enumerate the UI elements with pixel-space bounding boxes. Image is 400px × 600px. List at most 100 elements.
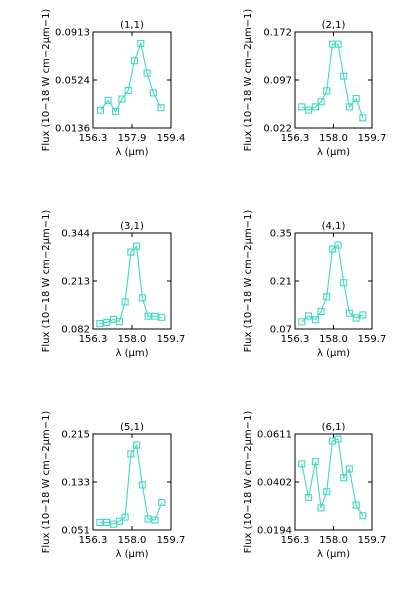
y-tick-label: 0.022 <box>263 124 292 135</box>
data-point <box>352 501 360 509</box>
x-tick-label: 159.7 <box>358 334 387 345</box>
data-point <box>158 313 166 321</box>
plot-title: (1,1) <box>120 20 144 31</box>
x-axis-label: λ (μm) <box>115 549 148 560</box>
y-tick-label: 0.213 <box>61 277 90 288</box>
data-point <box>103 318 111 326</box>
subplot-1: (1,1) 0.0136 0.0524 0.0913 156.3 157.9 159.4 λ … <box>41 9 185 158</box>
data-point <box>138 294 146 302</box>
data-point <box>298 460 306 468</box>
data-point <box>359 114 367 122</box>
data-point <box>96 319 104 328</box>
y-axis-label: Flux (10−18 W cm−2μm−1) <box>41 210 52 353</box>
data-point <box>323 488 331 496</box>
series-line <box>100 41 162 113</box>
series-line <box>99 244 162 325</box>
plot-title: (6,1) <box>322 422 346 433</box>
data-point <box>305 106 313 114</box>
data-point <box>352 95 360 103</box>
data-point <box>328 245 336 253</box>
data-point <box>124 86 132 94</box>
data-point <box>130 57 139 65</box>
data-point <box>151 312 159 320</box>
data-point <box>340 279 348 287</box>
y-tick-label: 0.21 <box>270 277 292 288</box>
data-point <box>149 89 157 97</box>
data-point <box>340 474 348 482</box>
data-point <box>317 307 325 316</box>
data-point <box>127 248 135 256</box>
y-tick-label: 0.0611 <box>257 430 292 441</box>
x-tick-label: 159.7 <box>157 334 186 345</box>
plot-title: (3,1) <box>120 221 144 232</box>
plot-title: (2,1) <box>322 20 346 31</box>
plot-title: (5,1) <box>120 422 144 433</box>
data-point <box>334 40 342 48</box>
y-axis-label: Flux (10−18 W cm−2μm−1) <box>41 9 52 152</box>
x-tick-label: 156.3 <box>79 535 108 546</box>
x-tick-label: 159.4 <box>157 133 186 144</box>
y-tick-label: 0.0524 <box>55 76 90 87</box>
y-tick-label: 0.07 <box>270 325 292 336</box>
x-tick-label: 158.0 <box>118 535 147 546</box>
y-tick-label: 0.0913 <box>55 28 90 39</box>
x-tick-label: 158.0 <box>319 535 348 546</box>
data-point <box>118 95 126 103</box>
data-point <box>345 103 353 111</box>
series-line <box>301 244 364 323</box>
data-point <box>311 316 319 324</box>
data-point <box>112 107 120 115</box>
data-point <box>305 493 313 502</box>
data-point <box>144 515 152 523</box>
x-tick-label: 158.0 <box>118 334 147 345</box>
data-point <box>298 318 306 326</box>
y-axis-label: Flux (10−18 W cm−2μm−1) <box>41 411 52 554</box>
y-tick-label: 0.215 <box>61 430 90 441</box>
x-axis-label: λ (μm) <box>115 147 148 158</box>
data-point <box>158 498 166 507</box>
x-tick-label: 156.3 <box>281 535 310 546</box>
subplot-5: (5,1) 0.051 0.133 0.215 156.3 158.0 159.7 λ (μm… <box>41 411 185 560</box>
data-point <box>138 481 146 489</box>
series-line <box>99 443 163 525</box>
subplot-3: (3,1) 0.082 0.213 0.344 156.3 158.0 159.7 λ (μm… <box>41 210 185 359</box>
x-tick-label: 156.3 <box>79 133 108 144</box>
y-tick-label: 0.344 <box>61 229 90 240</box>
data-point <box>323 293 331 301</box>
data-point <box>305 312 313 320</box>
data-point <box>127 450 135 458</box>
x-tick-label: 158.0 <box>319 334 348 345</box>
data-point <box>317 98 325 106</box>
x-tick-label: 159.7 <box>358 133 387 144</box>
x-tick-label: 158.0 <box>319 133 348 144</box>
x-axis-label: λ (μm) <box>115 348 148 359</box>
subplot-2: (2,1) 0.022 0.097 0.172 156.3 158.0 159.7 λ (μm… <box>243 9 386 158</box>
data-point <box>311 458 319 466</box>
x-axis-label: λ (μm) <box>317 549 350 560</box>
data-point <box>340 72 348 80</box>
y-tick-label: 0.051 <box>61 526 90 537</box>
plot-title: (4,1) <box>322 221 346 232</box>
data-point <box>317 504 325 512</box>
x-axis-label: λ (μm) <box>317 348 350 359</box>
x-tick-label: 159.7 <box>157 535 186 546</box>
data-point <box>96 106 105 114</box>
data-point <box>311 103 319 111</box>
data-point <box>359 512 367 520</box>
y-tick-label: 0.082 <box>61 325 90 336</box>
x-tick-label: 156.3 <box>79 334 108 345</box>
data-point <box>133 242 141 250</box>
data-point <box>359 311 367 319</box>
x-tick-label: 159.7 <box>358 535 387 546</box>
y-tick-label: 0.0194 <box>257 526 292 537</box>
subplot-4: (4,1) 0.07 0.21 0.35 156.3 158.0 159.7 λ (μm) Fl… <box>243 210 386 359</box>
plot-frame <box>92 433 172 531</box>
data-point <box>96 518 104 526</box>
subplot-6: (6,1) 0.0194 0.0402 0.0611 156.3 158.0 159.7 λ … <box>243 411 386 560</box>
data-point <box>115 318 123 326</box>
y-axis-label: Flux (10−18 W cm−2μm−1) <box>243 411 254 554</box>
data-point <box>121 513 129 521</box>
data-point <box>334 241 342 249</box>
y-axis-label: Flux (10−18 W cm−2μm−1) <box>243 9 254 152</box>
